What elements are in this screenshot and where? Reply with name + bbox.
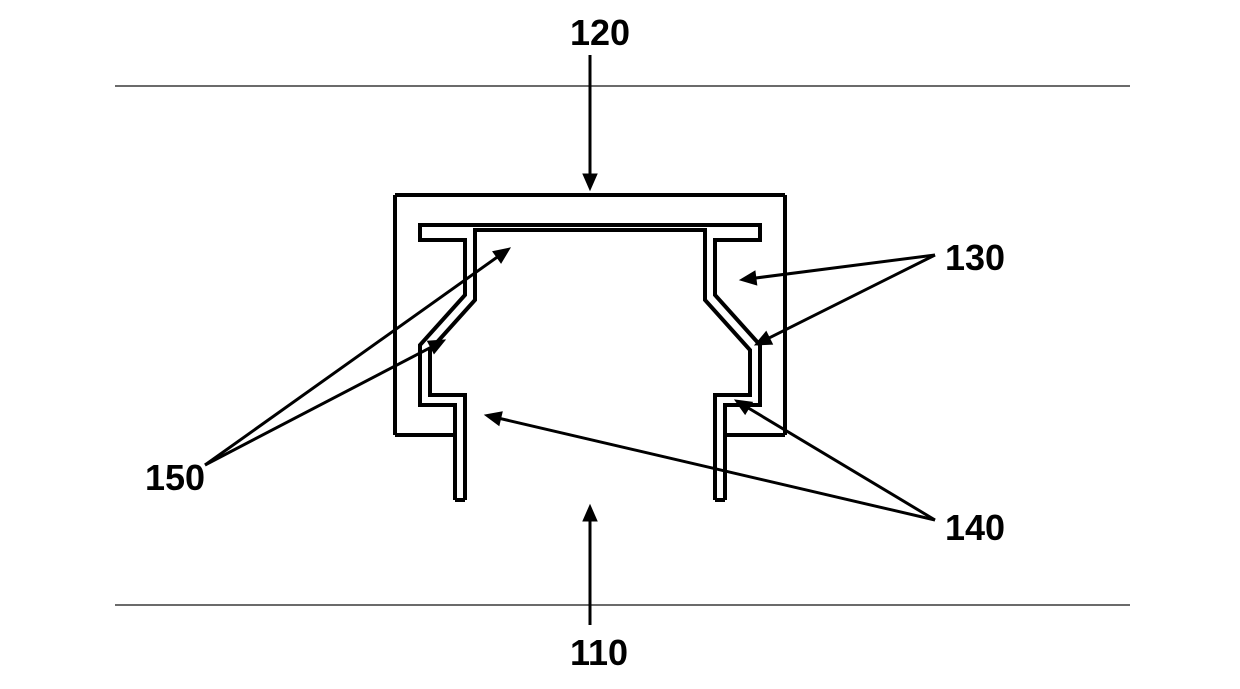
label-140: 140 (945, 507, 1005, 548)
label-110: 110 (570, 632, 628, 673)
label-130: 130 (945, 237, 1005, 278)
label-120: 120 (570, 12, 630, 53)
label-150: 150 (145, 457, 205, 498)
